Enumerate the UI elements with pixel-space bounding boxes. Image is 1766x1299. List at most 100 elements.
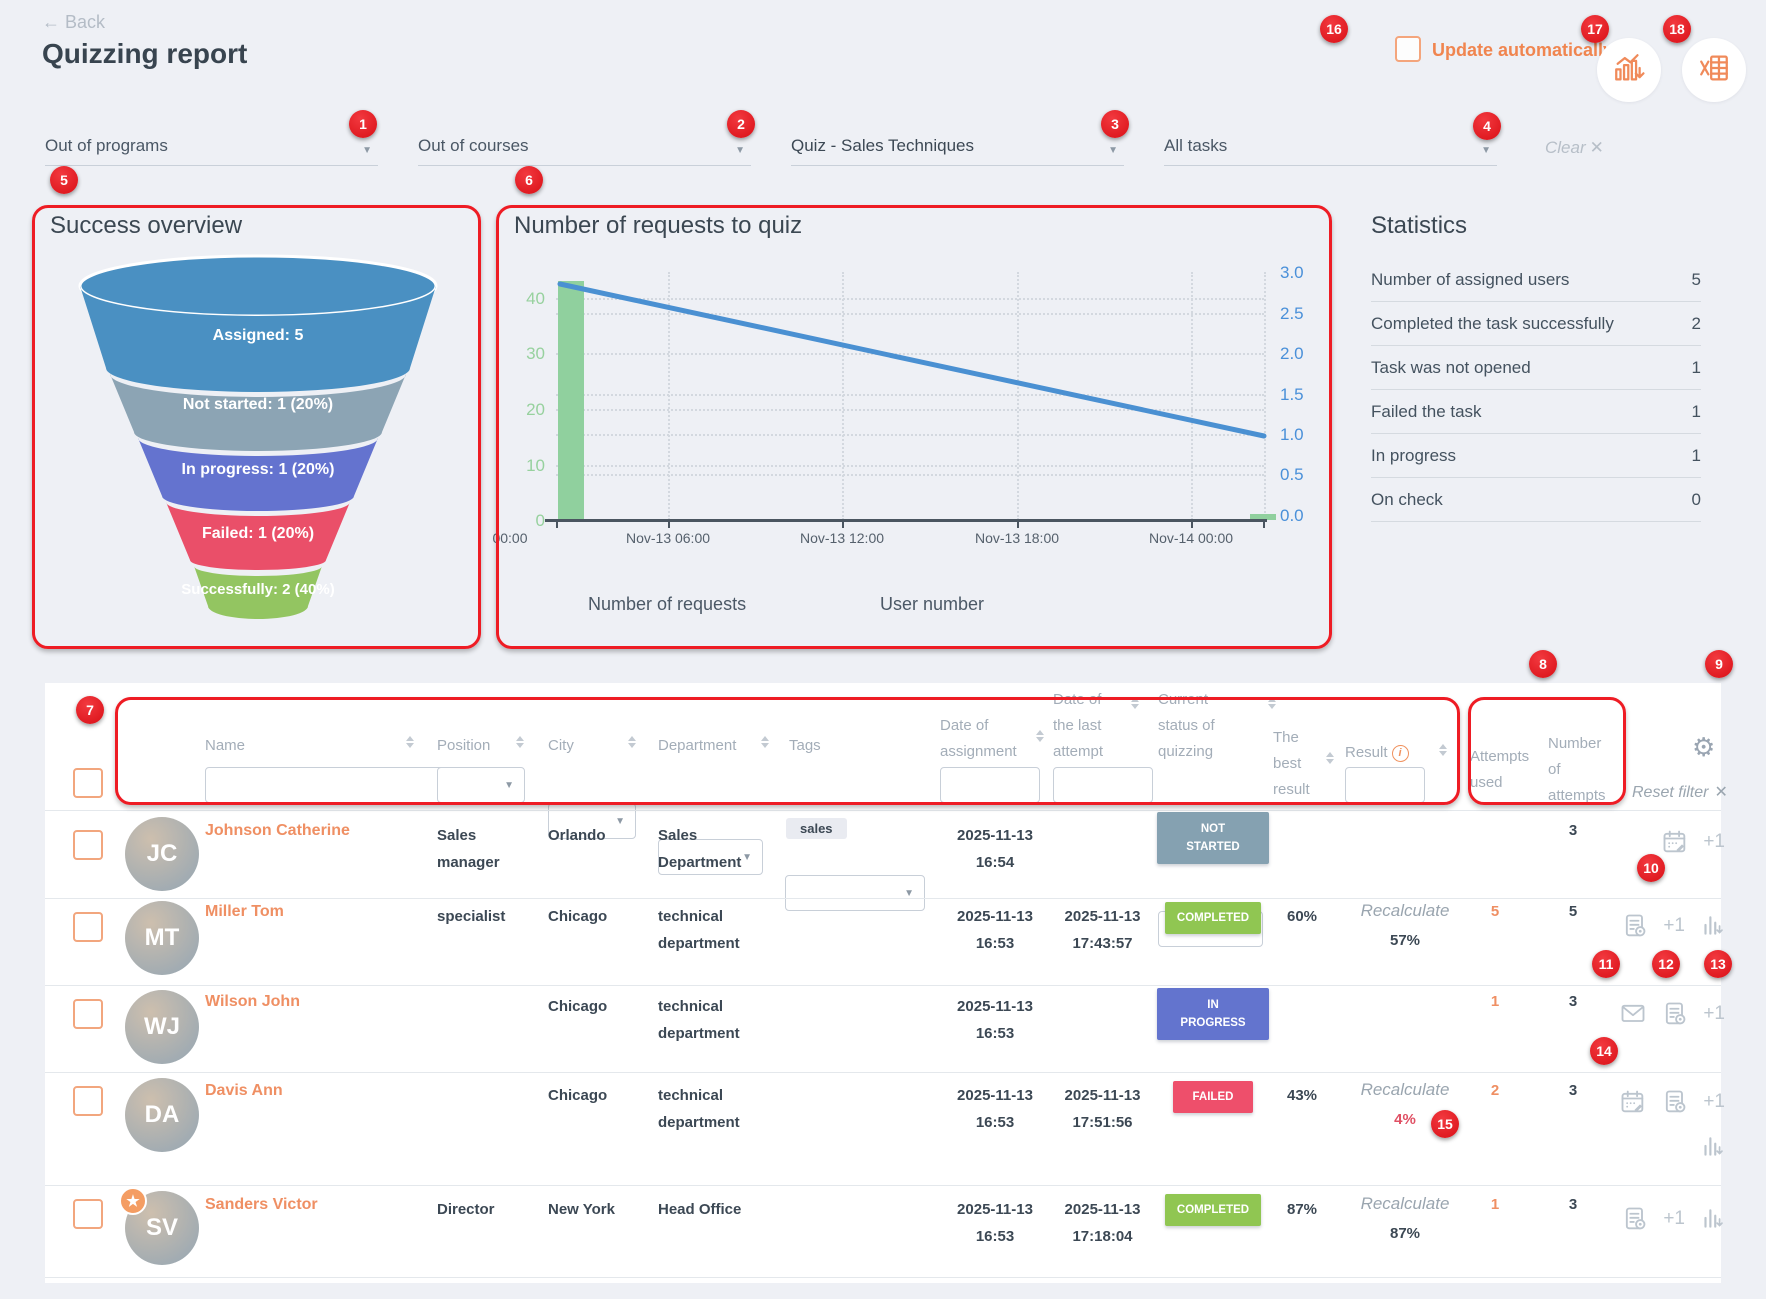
col-header-city: City bbox=[548, 737, 574, 754]
user-name-link[interactable]: Sanders Victor bbox=[205, 1196, 318, 1213]
sort-icon[interactable] bbox=[1439, 744, 1447, 756]
recalculated-value: 87% bbox=[1389, 1225, 1421, 1242]
cell-date-assignment: 2025-11-13 16:53 bbox=[957, 998, 1033, 1042]
recalculate-link[interactable]: Recalculate bbox=[1360, 1194, 1450, 1213]
name-filter-input[interactable] bbox=[205, 767, 475, 803]
position-filter-select[interactable]: ▼ bbox=[437, 767, 525, 803]
row-actions: +1 bbox=[1615, 828, 1725, 856]
add-attempt-button[interactable]: +1 bbox=[1663, 915, 1685, 936]
chart-title: Number of requests to quiz bbox=[514, 212, 803, 239]
gridline bbox=[556, 394, 1264, 396]
sort-icon[interactable] bbox=[1268, 697, 1276, 709]
reset-filter-button[interactable]: Reset filter ✕ bbox=[1632, 782, 1728, 802]
user-name-link[interactable]: Wilson John bbox=[205, 993, 300, 1010]
export-chart-button[interactable] bbox=[1597, 38, 1661, 102]
stat-label: Number of assigned users bbox=[1371, 269, 1570, 289]
legend-label-requests: Number of requests bbox=[588, 594, 747, 614]
gridline bbox=[556, 298, 1264, 300]
row-checkbox[interactable] bbox=[73, 1086, 103, 1116]
cell-attempts-used: 5 bbox=[1490, 903, 1500, 920]
add-attempt-button[interactable]: +1 bbox=[1703, 1003, 1725, 1024]
col-header-tags: Tags bbox=[789, 737, 821, 754]
y-left-tick: 0 bbox=[535, 511, 545, 530]
name-filter-input-wrap bbox=[205, 767, 475, 803]
reschedule-calendar-icon[interactable] bbox=[1661, 828, 1689, 856]
cell-attempts-used: 1 bbox=[1490, 993, 1500, 1010]
tag-chip: sales bbox=[786, 818, 847, 839]
gridline bbox=[556, 474, 1264, 476]
clear-label: Clear bbox=[1545, 138, 1586, 157]
attempt-stats-icon[interactable] bbox=[1699, 1134, 1725, 1160]
quiz-filter-dropdown[interactable]: Quiz - Sales Techniques ▼ bbox=[791, 136, 1124, 166]
y-right-tick: 0.5 bbox=[1280, 465, 1304, 484]
row-actions: +1 bbox=[1605, 912, 1725, 940]
user-name-link[interactable]: Johnson Catherine bbox=[205, 822, 350, 839]
back-link[interactable]: ← Back bbox=[42, 12, 105, 33]
attempt-stats-icon[interactable] bbox=[1699, 1206, 1725, 1232]
city-filter-select[interactable]: ▼ bbox=[548, 803, 636, 839]
row-checkbox[interactable] bbox=[73, 999, 103, 1029]
add-attempt-button[interactable]: +1 bbox=[1703, 831, 1725, 852]
view-answers-icon[interactable] bbox=[1621, 1205, 1649, 1233]
attempt-stats-icon[interactable] bbox=[1699, 913, 1725, 939]
cell-date-last-attempt: 2025-11-13 17:51:56 bbox=[1064, 1087, 1141, 1131]
x-axis-tick bbox=[842, 522, 844, 528]
funnel-label-not-started: Not started: 1 (20%) bbox=[183, 396, 333, 413]
add-attempt-button[interactable]: +1 bbox=[1663, 1208, 1685, 1229]
gridline bbox=[1191, 272, 1193, 520]
courses-filter-dropdown[interactable]: Out of courses ▼ bbox=[418, 136, 751, 166]
stat-label: On check bbox=[1371, 489, 1443, 509]
funnel-label-successfully: Successfully: 2 (40%) bbox=[181, 581, 334, 598]
export-excel-button[interactable] bbox=[1682, 38, 1746, 102]
cell-attempts-used: 1 bbox=[1490, 1196, 1500, 1213]
sort-icon[interactable] bbox=[1326, 752, 1334, 764]
view-answers-icon[interactable] bbox=[1621, 912, 1649, 940]
bar-number-of-requests-small bbox=[1250, 514, 1276, 520]
sort-icon[interactable] bbox=[406, 736, 414, 748]
department-filter-select[interactable]: ▼ bbox=[658, 839, 763, 875]
reset-filter-label: Reset filter bbox=[1632, 784, 1709, 801]
recalculate-link[interactable]: Recalculate bbox=[1360, 901, 1450, 920]
programs-filter-dropdown[interactable]: Out of programs ▼ bbox=[45, 136, 378, 166]
callout-16: 16 bbox=[1320, 15, 1348, 43]
send-message-icon[interactable] bbox=[1619, 1000, 1647, 1028]
gear-icon[interactable]: ⚙ bbox=[1692, 732, 1716, 762]
sort-icon[interactable] bbox=[516, 736, 524, 748]
sort-icon[interactable] bbox=[1131, 697, 1139, 709]
cell-department: technical department bbox=[658, 1087, 740, 1131]
tags-filter-select[interactable]: ▼ bbox=[785, 875, 925, 911]
result-filter-input[interactable] bbox=[1345, 767, 1425, 803]
bar-number-of-requests bbox=[558, 281, 584, 520]
page-title: Quizzing report bbox=[42, 38, 248, 69]
sort-icon[interactable] bbox=[761, 736, 769, 748]
clear-filters-button[interactable]: Clear ✕ bbox=[1545, 138, 1604, 158]
legend-swatch-requests bbox=[500, 600, 558, 609]
view-answers-icon[interactable] bbox=[1661, 1088, 1689, 1116]
table-row bbox=[45, 1185, 1721, 1278]
stat-value: 1 bbox=[1691, 401, 1701, 421]
sort-icon[interactable] bbox=[1036, 730, 1044, 742]
y-left-tick: 30 bbox=[526, 344, 545, 363]
user-name-link[interactable]: Davis Ann bbox=[205, 1082, 283, 1099]
col-header-status: Current status of quizzing bbox=[1158, 691, 1215, 760]
date-assignment-filter-input[interactable] bbox=[940, 767, 1040, 803]
close-icon: ✕ bbox=[1714, 784, 1728, 801]
select-all-checkbox[interactable] bbox=[73, 768, 103, 798]
row-checkbox[interactable] bbox=[73, 912, 103, 942]
avatar: JC bbox=[125, 817, 199, 891]
recalculate-link[interactable]: Recalculate bbox=[1360, 1080, 1450, 1099]
add-attempt-button[interactable]: +1 bbox=[1703, 1091, 1725, 1112]
tasks-filter-dropdown[interactable]: All tasks ▼ bbox=[1164, 136, 1497, 166]
info-icon[interactable]: i bbox=[1391, 744, 1409, 762]
stat-value: 5 bbox=[1691, 269, 1701, 289]
row-checkbox[interactable] bbox=[73, 830, 103, 860]
user-name-link[interactable]: Miller Tom bbox=[205, 903, 284, 920]
view-answers-icon[interactable] bbox=[1661, 1000, 1689, 1028]
reschedule-calendar-icon[interactable] bbox=[1619, 1088, 1647, 1116]
sort-icon[interactable] bbox=[628, 736, 636, 748]
date-last-attempt-filter-input[interactable] bbox=[1053, 767, 1153, 803]
row-actions: +1 bbox=[1605, 1088, 1725, 1160]
cell-date-last-attempt: 2025-11-13 17:43:57 bbox=[1064, 908, 1141, 952]
row-checkbox[interactable] bbox=[73, 1199, 103, 1229]
update-automatically-checkbox[interactable] bbox=[1395, 36, 1421, 62]
